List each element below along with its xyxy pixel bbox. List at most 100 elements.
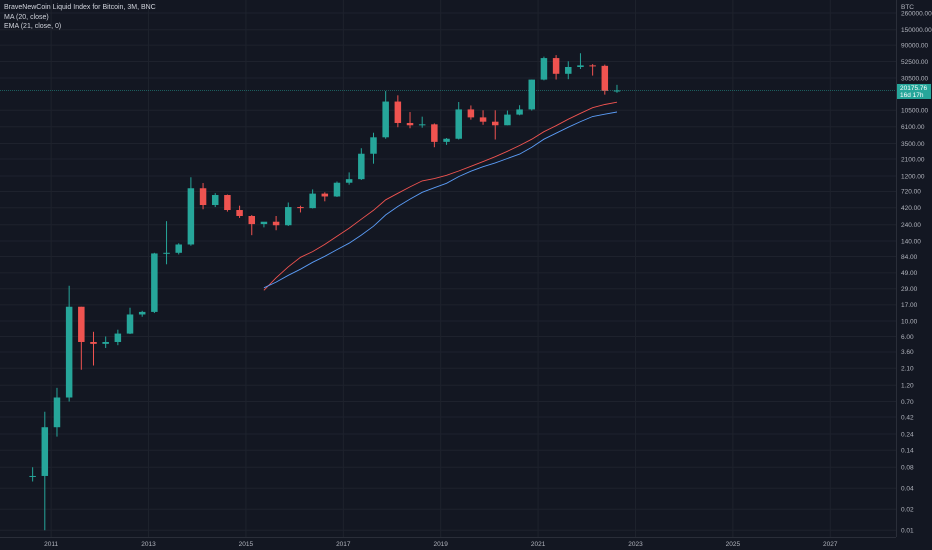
candle <box>187 177 195 246</box>
candle <box>126 307 134 335</box>
candle <box>102 336 109 348</box>
candle <box>552 55 560 80</box>
candle-body <box>333 182 341 197</box>
price-tick-label: 17.00 <box>901 302 918 309</box>
price-tick-label: 6.00 <box>901 334 914 341</box>
candle-body <box>114 333 122 342</box>
time-tick-label: 2013 <box>141 541 156 548</box>
candle-body <box>260 221 268 225</box>
candle-body <box>102 341 109 344</box>
price-tick-label: 6100.00 <box>901 124 925 131</box>
candle-body <box>431 124 438 142</box>
candle-body <box>601 65 609 91</box>
candle <box>151 252 158 314</box>
candle-body <box>41 427 49 476</box>
candle <box>248 215 256 236</box>
candle-body <box>163 252 170 254</box>
candle-body <box>358 153 365 180</box>
candle <box>53 387 61 437</box>
price-tick-label: 2.10 <box>901 366 914 373</box>
candle-body <box>285 207 292 226</box>
time-tick-label: 2027 <box>823 541 838 548</box>
legend-title: BraveNewCoin Liquid Index for Bitcoin, 3… <box>4 4 156 11</box>
candle-body <box>187 188 195 245</box>
candle-body <box>345 179 353 183</box>
candle <box>260 221 268 228</box>
candle-body <box>552 58 560 74</box>
candle <box>297 205 304 213</box>
candle <box>455 101 462 140</box>
candle-body <box>151 253 158 312</box>
candle <box>516 105 523 116</box>
price-tick-label: 0.02 <box>901 507 914 514</box>
price-tick-label: 10.00 <box>901 318 918 325</box>
candle <box>577 53 584 70</box>
candle <box>394 95 402 128</box>
candle <box>601 64 609 95</box>
price-tick-label: 150000.00 <box>901 27 932 34</box>
candle-body <box>90 341 97 344</box>
price-tick-label: 84.00 <box>901 254 918 261</box>
candle <box>443 138 450 145</box>
price-tick-label: 0.14 <box>901 448 914 455</box>
candle-body <box>577 65 584 68</box>
price-tick-label: 420.00 <box>901 205 921 212</box>
legend-ma: MA (20, close) <box>4 13 49 21</box>
candle-body <box>491 121 499 126</box>
price-tick-label: 240.00 <box>901 222 921 229</box>
candle <box>90 331 97 366</box>
candle-body <box>540 58 548 80</box>
time-tick-label: 2011 <box>44 541 58 548</box>
price-tick-label: 0.01 <box>901 528 914 535</box>
candle <box>382 91 389 139</box>
price-tick-label: 49.00 <box>901 270 918 277</box>
price-tick-label: 3.60 <box>901 349 914 356</box>
candle-body <box>516 109 523 115</box>
chart-legend: BraveNewCoin Liquid Index for Bitcoin, 3… <box>4 3 156 32</box>
candle-body <box>248 216 256 225</box>
candle <box>309 189 316 209</box>
grid-lines <box>0 0 896 537</box>
candle-body <box>479 117 487 122</box>
legend-ema: EMA (21, close, 0) <box>4 23 62 30</box>
candle-body <box>443 138 450 142</box>
price-tick-label: 30500.00 <box>901 75 928 82</box>
candle <box>236 205 243 218</box>
price-tick-label: 3500.00 <box>901 141 925 148</box>
time-tick-label: 2019 <box>433 541 448 548</box>
candle-body <box>528 79 536 110</box>
candle-body <box>126 314 134 334</box>
price-tick-label: 2100.00 <box>901 156 925 163</box>
ma-line <box>263 101 618 291</box>
candle-body <box>382 101 389 138</box>
candle <box>65 285 73 402</box>
candle <box>479 110 487 125</box>
candle-body <box>78 306 85 342</box>
candle-body <box>236 210 243 217</box>
time-axis[interactable]: 2011 2013 2015 2017 2019 2021 2023 2025 2027 <box>0 537 896 549</box>
price-tick-label: 0.08 <box>901 465 914 472</box>
candle <box>175 243 182 255</box>
candle <box>540 56 548 81</box>
candle-body <box>565 67 572 74</box>
candle <box>78 306 85 370</box>
price-tick-label: 0.42 <box>901 414 914 421</box>
currency-label: BTC <box>901 4 914 11</box>
price-tick-label: 1.20 <box>901 383 914 390</box>
last-price-label: 20175.76 <box>900 85 927 92</box>
candle-body <box>613 90 621 92</box>
candle-body <box>199 188 207 206</box>
price-tick-label: 10500.00 <box>901 108 928 115</box>
candle-body <box>53 397 61 428</box>
candle <box>358 148 365 181</box>
candle <box>41 411 49 531</box>
price-tick-label: 140.00 <box>901 238 921 245</box>
candle <box>163 221 170 265</box>
price-tick-label: 720.00 <box>901 189 921 196</box>
candle <box>370 132 377 164</box>
price-tick-label: 260000.00 <box>901 10 932 17</box>
candle <box>467 105 475 120</box>
